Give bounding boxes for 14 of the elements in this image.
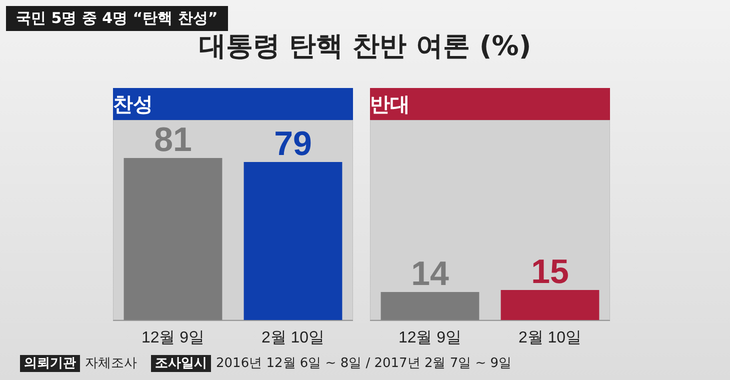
text: 조사일시 2016년 12월 6일 ~ 8일 / 2017년 2월 7일 ~ 9일 xyxy=(154,355,512,372)
data-label: 81 xyxy=(154,121,192,159)
data-label: 79 xyxy=(274,125,312,163)
text: 의뢰기관 자체조사 xyxy=(23,355,137,372)
x-tick-label: 2월 10일 xyxy=(261,330,325,346)
chart-title: 반대 xyxy=(370,92,410,116)
data-label: 14 xyxy=(411,255,449,293)
data-label: 15 xyxy=(531,253,569,291)
x-tick-label: 12월 9일 xyxy=(398,330,462,346)
x-tick-label: 12월 9일 xyxy=(141,330,205,346)
chart-title: 찬성 xyxy=(113,92,153,116)
text: 국민 5명 중 4명 “탄핵 찬성” xyxy=(6,6,228,31)
text: 대통령 탄핵 찬반 여론 (%) xyxy=(198,30,532,64)
x-tick-label: 2월 10일 xyxy=(518,330,582,346)
